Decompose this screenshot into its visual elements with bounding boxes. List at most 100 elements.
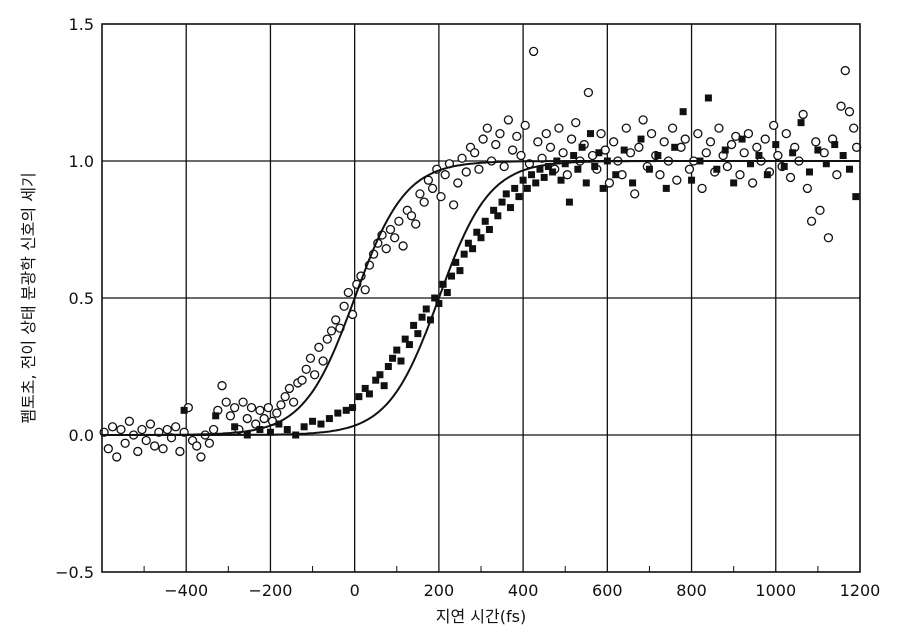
data-point-circle xyxy=(112,452,122,462)
data-point-circle xyxy=(625,148,636,158)
data-point-circle xyxy=(448,200,459,210)
x-tick-label: 200 xyxy=(424,581,455,600)
data-point-circle xyxy=(238,397,248,407)
x-tick-label: −200 xyxy=(248,581,292,600)
data-point-circle xyxy=(769,120,779,131)
data-point-circle xyxy=(192,441,202,451)
data-point-circle xyxy=(528,46,539,57)
data-point-circle xyxy=(440,170,450,180)
y-axis-title: 펨토초, 전이 상태 분광학 신호의 세기 xyxy=(19,172,38,423)
data-point-circle xyxy=(840,65,850,76)
data-point-square xyxy=(494,212,502,220)
data-point-square xyxy=(473,228,481,236)
data-point-circle xyxy=(263,402,273,413)
x-tick-label: 1200 xyxy=(840,581,881,600)
x-tick-label: −400 xyxy=(164,581,208,600)
data-point-square xyxy=(565,198,573,206)
data-point-circle xyxy=(145,419,156,429)
data-point-circle xyxy=(242,413,252,424)
data-point-circle xyxy=(646,128,657,139)
data-point-circle xyxy=(621,123,631,133)
data-point-square xyxy=(422,305,430,313)
data-point-circle xyxy=(149,441,160,451)
data-point-square xyxy=(839,152,847,160)
data-point-circle xyxy=(819,148,829,158)
data-point-square xyxy=(275,420,283,428)
y-tick-labels: −0.5 0.0 0.5 1.0 1.5 xyxy=(55,15,94,582)
x-tick-label: 600 xyxy=(592,581,623,600)
data-point-circle xyxy=(453,178,463,188)
data-point-circle xyxy=(419,197,429,207)
data-point-circle xyxy=(461,167,471,177)
data-point-circle xyxy=(705,137,716,147)
data-point-square xyxy=(540,173,548,181)
data-point-square xyxy=(721,146,729,154)
data-point-square xyxy=(401,335,409,343)
x-axis-title: 지연 시간(fs) xyxy=(436,607,526,626)
data-point-circle xyxy=(617,170,627,180)
data-point-circle xyxy=(394,216,404,226)
data-point-circle xyxy=(844,107,855,117)
data-point-square xyxy=(797,119,805,127)
data-point-circle xyxy=(436,191,446,202)
data-point-square xyxy=(532,179,540,187)
data-point-square xyxy=(231,423,239,431)
data-point-circle xyxy=(676,142,686,152)
data-point-circle xyxy=(406,211,417,221)
data-point-circle xyxy=(739,148,749,158)
data-point-circle xyxy=(516,150,526,161)
data-point-circle xyxy=(693,128,703,139)
data-point-square xyxy=(325,415,333,423)
data-point-circle xyxy=(217,381,227,391)
data-point-circle xyxy=(314,342,324,352)
data-point-square xyxy=(557,176,565,184)
data-point-circle xyxy=(773,150,783,161)
data-point-circle xyxy=(541,128,551,139)
x-tick-label: 1000 xyxy=(755,581,796,600)
data-point-circle xyxy=(680,134,690,144)
data-point-circle xyxy=(411,219,421,229)
data-point-circle xyxy=(760,134,770,144)
data-point-square xyxy=(464,239,472,247)
data-point-square xyxy=(515,193,523,201)
data-point-square xyxy=(180,406,188,414)
data-point-square xyxy=(595,149,603,157)
data-point-circle xyxy=(503,115,514,125)
x-tick-label: 800 xyxy=(676,581,707,600)
data-point-square xyxy=(679,108,687,116)
data-point-circle xyxy=(731,131,741,141)
data-point-circle xyxy=(137,424,147,435)
y-tick-label: 0.5 xyxy=(69,289,94,308)
data-point-circle xyxy=(343,287,354,298)
data-point-square xyxy=(645,165,653,173)
data-point-square xyxy=(570,152,578,160)
data-point-square xyxy=(574,165,582,173)
x-tick-labels: −400 −200 0 200 400 600 800 1000 1200 xyxy=(164,581,880,600)
data-point-circle xyxy=(162,424,172,435)
x-tick-label: 400 xyxy=(508,581,539,600)
plot-frame xyxy=(101,23,861,573)
data-point-square xyxy=(814,146,822,154)
data-point-square xyxy=(688,176,696,184)
data-point-circle xyxy=(482,123,492,133)
data-point-square xyxy=(334,409,342,417)
data-point-circle xyxy=(339,301,349,311)
data-point-square xyxy=(418,313,426,321)
data-point-circle xyxy=(697,183,707,194)
data-point-circle xyxy=(596,128,606,139)
data-point-circle xyxy=(781,128,791,139)
data-point-square xyxy=(637,135,645,143)
data-point-circle xyxy=(667,123,678,133)
data-point-circle xyxy=(533,137,543,147)
data-point-square xyxy=(397,357,405,365)
data-point-circle xyxy=(381,244,391,254)
data-point-square xyxy=(831,141,839,149)
data-point-circle xyxy=(259,413,269,424)
data-point-square xyxy=(372,376,380,384)
data-point-circle xyxy=(133,446,143,457)
data-point-circle xyxy=(684,164,695,174)
data-point-circle xyxy=(107,422,118,432)
data-point-circle xyxy=(297,375,307,385)
data-point-square xyxy=(599,184,607,192)
data-point-circle xyxy=(785,172,796,183)
